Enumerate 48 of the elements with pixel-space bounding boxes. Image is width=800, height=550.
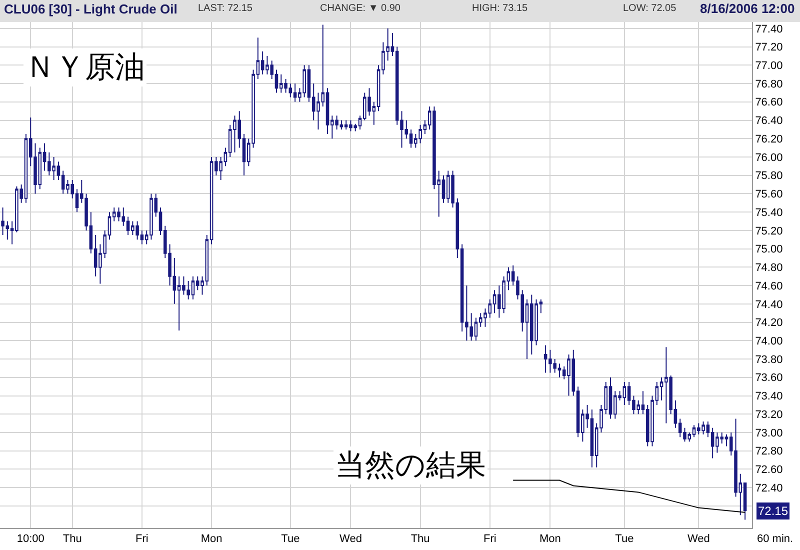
line-series — [512, 480, 746, 513]
text: 60 min. — [757, 533, 794, 545]
x-tick-label: 10:00 — [16, 533, 44, 546]
text: CHANGE: ▼ 0.90 — [320, 3, 401, 14]
x-tick-label: Tue — [281, 533, 300, 546]
y-tick-label: 73.40 — [755, 390, 783, 403]
y-tick-label: 74.20 — [755, 317, 783, 330]
text: 8/16/2006 12:00 — [700, 1, 795, 16]
y-tick-label: 77.00 — [755, 60, 783, 72]
y-tick-label: 72.80 — [755, 446, 783, 458]
y-tick-label: 77.20 — [755, 42, 783, 54]
annotation: 当然の結果 — [335, 448, 486, 483]
y-tick-label: 74.60 — [755, 280, 783, 292]
y-tick-label: 76.00 — [755, 152, 783, 164]
y-tick-label: 75.20 — [755, 225, 783, 238]
y-tick-label: 77.40 — [755, 23, 783, 36]
chart-title: CLU06 [30] - Light Crude Oil — [4, 2, 178, 17]
y-tick-label: 73.80 — [755, 354, 783, 366]
x-tick-label: Tue — [615, 533, 634, 546]
x-tick-label: Mon — [200, 533, 222, 546]
y-tick-label: 73.60 — [755, 372, 783, 384]
y-tick-label: 73.00 — [755, 427, 783, 440]
y-tick-label: 74.80 — [755, 262, 783, 274]
x-tick-label: Thu — [62, 533, 82, 546]
y-tick-label: 72.40 — [755, 482, 783, 494]
x-tick-label: Mon — [539, 533, 561, 546]
y-tick-label: 74.00 — [755, 336, 783, 348]
y-tick-label: 72.60 — [755, 464, 783, 476]
y-tick-label: 76.40 — [755, 115, 783, 128]
y-tick-label: 76.60 — [755, 96, 783, 109]
text: LOW: 72.05 — [623, 3, 677, 14]
text: 72.15 — [758, 504, 788, 518]
x-tick-label: Wed — [687, 533, 710, 546]
y-tick-label: 76.20 — [755, 133, 783, 146]
x-tick-label: Fri — [136, 533, 148, 546]
y-tick-label: 73.20 — [755, 408, 783, 421]
y-tick-label: 74.40 — [755, 298, 783, 311]
x-tick-label: Fri — [483, 533, 496, 546]
y-tick-label: 75.80 — [755, 170, 783, 182]
annotation: ＮＹ原油 — [25, 50, 145, 85]
text: LAST: 72.15 — [198, 3, 253, 14]
y-tick-label: 75.60 — [755, 188, 783, 201]
y-tick-label: 75.00 — [755, 244, 783, 256]
text: HIGH: 73.15 — [472, 3, 528, 14]
y-tick-label: 75.40 — [755, 206, 783, 219]
x-tick-label: Wed — [340, 533, 362, 546]
y-tick-label: 76.80 — [755, 78, 783, 90]
x-tick-label: Thu — [410, 533, 430, 546]
